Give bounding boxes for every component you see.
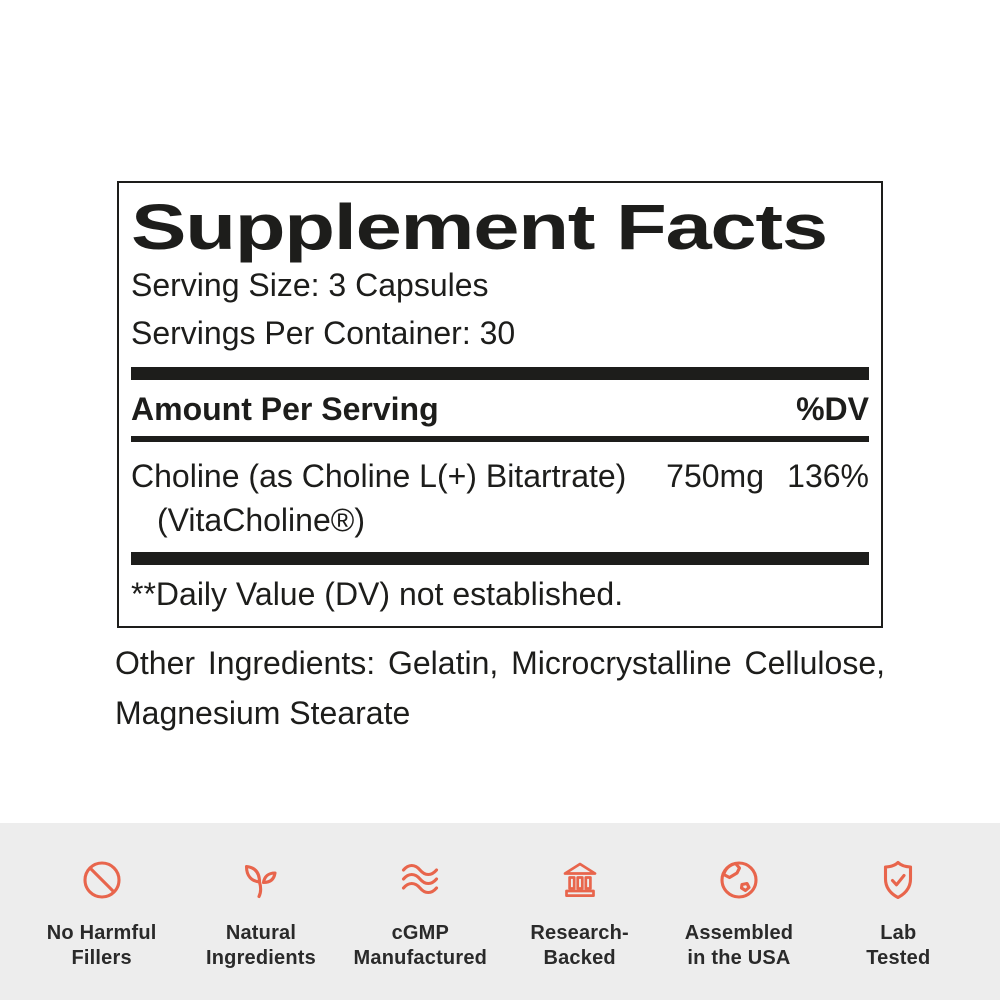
nutrient-trademark-name: (VitaCholine®) [157,502,365,538]
other-ingredients: Other Ingredients: Gelatin, Microcrystal… [115,638,885,738]
nutrient-dv: 136% [787,458,869,494]
feature-strip: No Harmful Fillers Natural Ingredients [0,823,1000,1000]
sprout-icon [237,856,285,904]
feature-cgmp-manufactured: cGMP Manufactured [341,823,500,1000]
waves-icon [396,856,444,904]
supplement-facts-panel: Supplement Facts Serving Size: 3 Capsule… [117,181,883,628]
supplement-facts-title: Supplement Facts [131,191,828,263]
divider-thick-bottom [131,552,869,565]
feature-no-harmful-fillers: No Harmful Fillers [22,823,181,1000]
nutrient-row: Choline (as Choline L(+) Bitartrate) 750… [131,454,869,498]
serving-size: Serving Size: 3 Capsules [131,267,489,303]
feature-label: Assembled in the USA [684,922,794,969]
divider-thin [131,436,869,442]
globe-icon [715,856,763,904]
dv-header: %DV [796,391,869,427]
divider-thick-top [131,367,869,380]
other-ingredients-line1: Other Ingredients: Gelatin, Microcrystal… [115,645,885,681]
ban-icon [78,856,126,904]
amount-per-serving-label: Amount Per Serving [131,391,439,427]
dv-footnote: **Daily Value (DV) not established. [131,576,624,612]
shield-check-icon [874,856,922,904]
feature-label: No Harmful Fillers [46,922,157,969]
amount-per-serving-header: Amount Per Serving %DV [131,388,869,430]
servings-per-container: Servings Per Container: 30 [131,315,516,351]
feature-lab-tested: Lab Tested [819,823,978,1000]
feature-research-backed: Research- Backed [500,823,659,1000]
feature-assembled-in-usa: Assembled in the USA [659,823,818,1000]
feature-label: Natural Ingredients [205,922,316,969]
nutrient-name: Choline (as Choline L(+) Bitartrate) [131,458,627,494]
feature-label: cGMP Manufactured [353,922,488,969]
feature-label: Research- Backed [530,922,629,969]
other-ingredients-line2: Magnesium Stearate [115,695,411,731]
bank-icon [556,856,604,904]
feature-natural-ingredients: Natural Ingredients [181,823,340,1000]
feature-label: Lab Tested [866,922,931,969]
nutrient-amount: 750mg [666,458,764,494]
